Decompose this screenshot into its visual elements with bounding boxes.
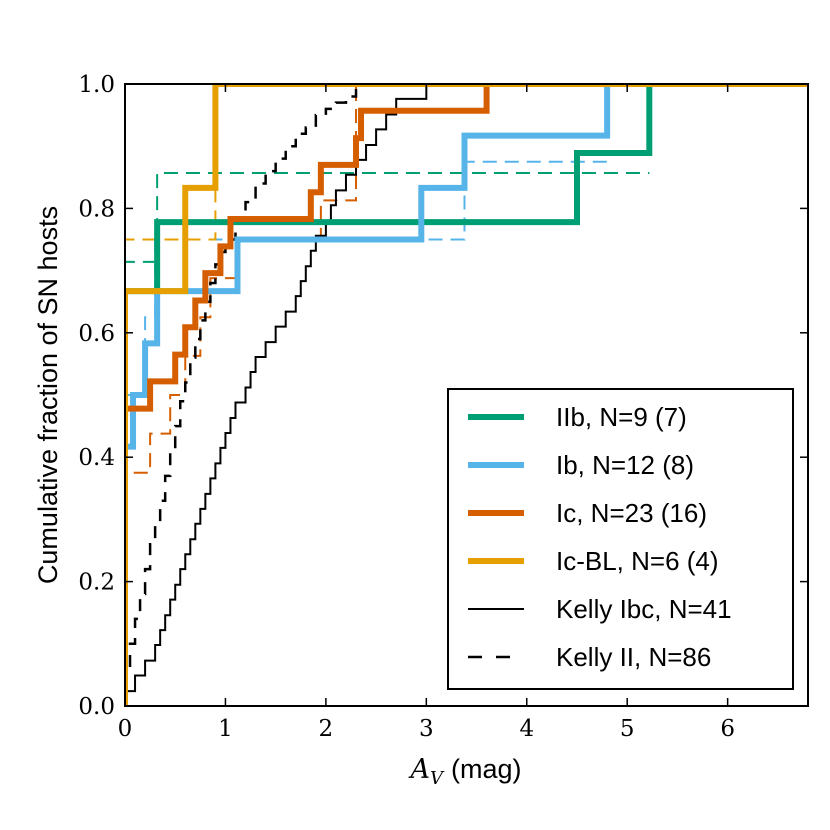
y-tick-label-2: 0.4 bbox=[78, 445, 115, 471]
y-tick-label-5: 1.0 bbox=[78, 72, 115, 98]
x-tick-label-0: 0 bbox=[118, 716, 133, 742]
x-tick-label-2: 2 bbox=[319, 716, 334, 742]
x-axis-symbol: A bbox=[407, 754, 430, 785]
y-tick-label-3: 0.6 bbox=[78, 321, 115, 347]
x-axis-subscript: V bbox=[430, 768, 445, 789]
series-line-3 bbox=[125, 84, 808, 706]
series-line-2 bbox=[125, 84, 808, 706]
x-tick-label-1: 1 bbox=[218, 716, 233, 742]
x-tick-label-4: 4 bbox=[519, 716, 534, 742]
series-line-9 bbox=[125, 84, 363, 706]
series-line-1 bbox=[125, 84, 808, 706]
legend-label-2: Ic, N=23 (16) bbox=[556, 498, 707, 528]
legend: IIb, N=9 (7) Ib, N=12 (8) Ic, N=23 (16) Ic-… bbox=[447, 388, 794, 690]
ticks-layer: 0 1 2 3 4 5 6 0.0 0.2 0.4 0.6 0.8 1.0 bbox=[78, 72, 808, 742]
x-tick-label-3: 3 bbox=[419, 716, 434, 742]
x-tick-label-6: 6 bbox=[720, 716, 735, 742]
series-layer bbox=[125, 84, 808, 706]
y-tick-label-4: 0.8 bbox=[78, 196, 115, 222]
y-tick-label-0: 0.0 bbox=[78, 694, 115, 720]
y-axis-label: Cumulative fraction of SN hosts bbox=[33, 206, 63, 584]
x-tick-label-5: 5 bbox=[620, 716, 635, 742]
y-tick-label-1: 0.2 bbox=[78, 570, 115, 596]
legend-box bbox=[447, 388, 794, 690]
plot-frame bbox=[124, 83, 809, 707]
x-axis-label: AV (mag) bbox=[407, 754, 521, 789]
legend-label-5: Kelly II, N=86 bbox=[556, 642, 711, 672]
legend-label-0: IIb, N=9 (7) bbox=[556, 402, 687, 432]
legend-label-3: Ic-BL, N=6 (4) bbox=[556, 546, 719, 576]
legend-label-4: Kelly Ibc, N=41 bbox=[556, 594, 732, 624]
series-line-7 bbox=[125, 84, 217, 706]
series-line-8 bbox=[125, 84, 492, 706]
x-axis-unit: (mag) bbox=[451, 754, 522, 784]
legend-label-1: Ib, N=12 (8) bbox=[556, 450, 694, 480]
